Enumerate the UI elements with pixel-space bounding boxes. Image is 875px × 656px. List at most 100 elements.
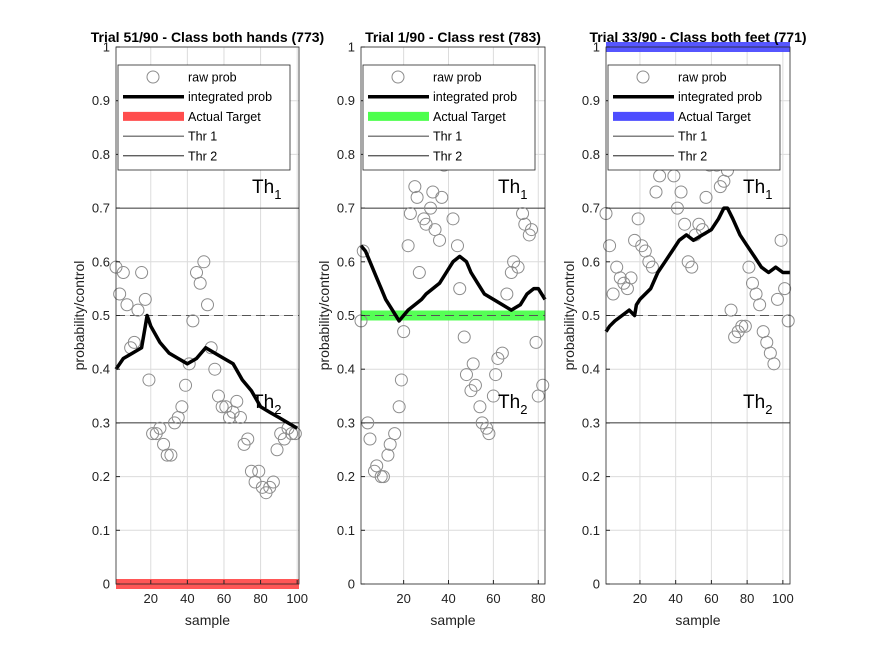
y-tick-label: 1	[348, 40, 355, 55]
x-tick-label: 60	[486, 591, 500, 606]
y-tick-label: 0.3	[92, 415, 110, 430]
raw-prob-point	[628, 233, 642, 247]
chart-title: Trial 33/90 - Class both feet (771)	[589, 29, 806, 45]
x-tick-label: 60	[217, 591, 231, 606]
raw-prob-point	[504, 266, 518, 280]
raw-prob-point	[230, 394, 244, 408]
legend-entry-label: integrated prob	[678, 90, 762, 104]
legend-marker-raw	[636, 70, 650, 84]
integrated-prob-line	[359, 244, 547, 323]
y-tick-label: 1	[593, 40, 600, 55]
raw-prob-point	[397, 325, 411, 339]
raw-prob-point	[699, 190, 713, 204]
legend-entry-label: Thr 2	[678, 149, 707, 163]
raw-prob-point	[142, 373, 156, 387]
raw-prob-point	[175, 400, 189, 414]
legend-entry-label: raw prob	[678, 71, 727, 85]
raw-prob-point	[480, 421, 494, 435]
raw-prob-point	[135, 266, 149, 280]
raw-prob-point	[649, 185, 663, 199]
raw-prob-point	[678, 217, 692, 231]
raw-prob-point	[685, 260, 699, 274]
raw-prob-point	[453, 282, 467, 296]
x-axis-label: sample	[185, 612, 230, 628]
raw-prob-point	[388, 427, 402, 441]
raw-prob-point	[774, 233, 788, 247]
raw-prob-point	[525, 223, 539, 237]
raw-prob-point	[500, 287, 514, 301]
y-tick-label: 0	[593, 577, 600, 592]
legend-entry-label: integrated prob	[188, 90, 272, 104]
raw-prob-point	[241, 432, 255, 446]
x-tick-label: 40	[441, 591, 455, 606]
y-tick-label: 0.2	[582, 469, 600, 484]
raw-prob-point	[511, 260, 525, 274]
raw-prob-point	[670, 201, 684, 215]
th1-subscript: 1	[520, 187, 527, 202]
raw-prob-point	[394, 373, 408, 387]
y-tick-label: 0.1	[92, 523, 110, 538]
y-tick-label: 0.4	[337, 362, 355, 377]
raw-prob-point	[486, 389, 500, 403]
raw-prob-point	[208, 362, 222, 376]
integrated-prob-line	[114, 313, 299, 430]
raw-prob-point	[518, 217, 532, 231]
raw-prob-point	[450, 239, 464, 253]
raw-prob-point	[724, 303, 738, 317]
legend: raw prob integrated prob Actual Target Thr …	[362, 64, 536, 171]
raw-prob-point	[738, 319, 752, 333]
x-tick-label: 100	[286, 591, 308, 606]
x-tick-label: 80	[740, 591, 754, 606]
legend-entry-label: Actual Target	[678, 110, 751, 124]
th1-label: Th1	[498, 177, 527, 202]
th2-subscript: 2	[274, 402, 281, 417]
raw-prob-point	[435, 190, 449, 204]
y-tick-label: 0.8	[337, 147, 355, 162]
chart-panel-2: 0 0.1 0.2 0.3 0.4 0.5 0.6 0.7 0.8 0.9 1 20 40 60 80 sam…	[316, 29, 550, 628]
x-tick-label: 20	[396, 591, 410, 606]
x-axis-label: sample	[430, 612, 475, 628]
raw-prob-point	[363, 432, 377, 446]
raw-prob-point	[356, 244, 370, 258]
y-tick-label: 0.4	[582, 362, 600, 377]
x-tick-label: 20	[144, 591, 158, 606]
legend-entry-label: Thr 2	[188, 149, 217, 163]
y-tick-label: 0.1	[337, 523, 355, 538]
raw-prob-point	[193, 276, 207, 290]
raw-prob-point	[417, 212, 431, 226]
x-tick-label: 100	[772, 591, 794, 606]
th2-subscript: 2	[520, 402, 527, 417]
raw-prob-point	[285, 427, 299, 441]
raw-prob-point	[468, 378, 482, 392]
raw-prob-point	[529, 335, 543, 349]
y-tick-label: 0.2	[92, 469, 110, 484]
raw-prob-point	[392, 400, 406, 414]
raw-prob-point	[370, 459, 384, 473]
raw-prob-point	[645, 260, 659, 274]
raw-prob-point	[424, 201, 438, 215]
raw-prob-point	[153, 421, 167, 435]
y-tick-label: 0	[103, 577, 110, 592]
legend: raw prob integrated prob Actual Target Thr …	[117, 64, 291, 171]
integrated-prob-line	[604, 206, 790, 333]
x-tick-label: 40	[180, 591, 194, 606]
x-tick-label: 60	[704, 591, 718, 606]
y-tick-label: 0.6	[582, 254, 600, 269]
raw-prob-point	[164, 448, 178, 462]
raw-prob-point	[179, 378, 193, 392]
raw-prob-point	[516, 206, 530, 220]
y-axis-label: probability/control	[71, 261, 87, 371]
th2-subscript: 2	[765, 402, 772, 417]
raw-prob-point	[412, 266, 426, 280]
raw-prob-point	[120, 298, 134, 312]
legend: raw prob integrated prob Actual Target Thr …	[607, 64, 781, 171]
y-tick-label: 0.6	[92, 254, 110, 269]
y-tick-label: 0.9	[337, 93, 355, 108]
x-axis-label: sample	[675, 612, 720, 628]
y-tick-label: 0.4	[92, 362, 110, 377]
th1-subscript: 1	[274, 187, 281, 202]
legend-entry-label: Actual Target	[433, 110, 506, 124]
raw-prob-point	[270, 443, 284, 457]
raw-prob-point	[767, 357, 781, 371]
chart-title: Trial 1/90 - Class rest (783)	[365, 29, 541, 45]
